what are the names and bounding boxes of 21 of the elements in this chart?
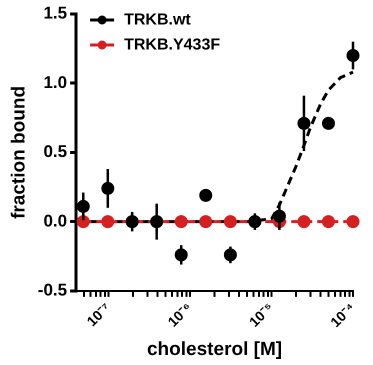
x-tick-label: 10⁻⁴ bbox=[327, 299, 358, 330]
y-tick-label: 1.0 bbox=[43, 72, 68, 92]
x-tick-label: 10⁻⁵ bbox=[246, 299, 276, 330]
y-axis-title: fraction bound bbox=[8, 86, 30, 219]
point bbox=[199, 215, 212, 228]
point bbox=[174, 215, 188, 228]
y-tick-label: 1.5 bbox=[43, 4, 68, 23]
x-axis-title: cholesterol [M] bbox=[146, 338, 282, 360]
point bbox=[322, 215, 335, 228]
point bbox=[101, 215, 114, 228]
y-tick-label: 0.5 bbox=[43, 142, 68, 162]
y-tick-label: 0.0 bbox=[43, 211, 68, 230]
x-tick-label: 10⁻⁶ bbox=[164, 299, 195, 330]
y-tick-label: -0.5 bbox=[38, 280, 68, 300]
x-tick-label: 10⁻⁷ bbox=[83, 299, 114, 330]
point bbox=[346, 215, 360, 228]
point bbox=[297, 215, 310, 228]
legend-label: TRKB.wt bbox=[124, 11, 192, 28]
point bbox=[199, 188, 212, 202]
legend-label: TRKB.Y433F bbox=[124, 36, 220, 54]
point bbox=[224, 215, 237, 228]
